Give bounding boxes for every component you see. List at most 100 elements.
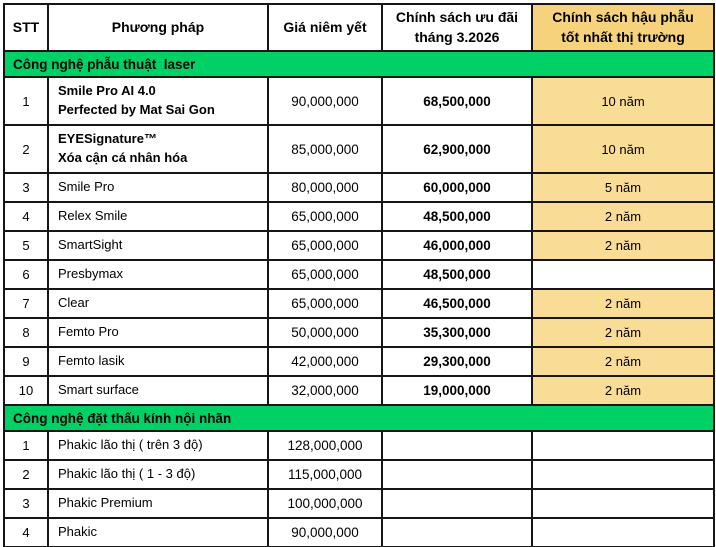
stt-cell: 9 (3, 346, 49, 377)
method-cell: Phakic lão thị ( trên 3 độ) (47, 430, 269, 461)
method-line: EYESignature™ (58, 131, 157, 147)
method-line: Femto lasik (58, 353, 125, 369)
table-row: 3 Phakic Premium 100,000,000 (3, 488, 715, 519)
method-cell: Femto lasik (47, 346, 269, 377)
warranty-cell: 2 năm (531, 230, 715, 261)
method-cell: Smile Pro (47, 172, 269, 203)
method-line: Phakic (58, 524, 98, 540)
stt-cell: 4 (3, 201, 49, 232)
stt-cell: 4 (3, 517, 49, 547)
method-line: Clear (58, 295, 90, 311)
method-line: Phakic lão thị ( trên 3 độ) (58, 437, 203, 453)
method-line: Smile Pro AI 4.0 (58, 83, 156, 99)
table-row: 1 Phakic lão thị ( trên 3 độ) 128,000,000 (3, 430, 715, 461)
list-price-cell: 32,000,000 (267, 375, 383, 406)
method-line: Perfected by Mat Sai Gon (58, 102, 215, 117)
table-row: 4 Phakic 90,000,000 (3, 517, 715, 547)
table-row: 4 Relex Smile 65,000,000 48,500,000 2 năm (3, 201, 715, 232)
stt-cell: 7 (3, 288, 49, 319)
warranty-cell: 10 năm (531, 124, 715, 174)
col-header-stt: STT (3, 3, 49, 52)
col-header-promo: Chính sách ưu đãi tháng 3.2026 (381, 3, 533, 52)
stt-cell: 10 (3, 375, 49, 406)
table-row: 1 Smile Pro AI 4.0 Perfected by Mat Sai Go… (3, 76, 715, 126)
method-cell: EYESignature™ Xóa cận cá nhân hóa (47, 124, 269, 174)
stt-cell: 2 (3, 459, 49, 490)
promo-price-cell (381, 488, 533, 519)
stt-cell: 8 (3, 317, 49, 348)
stt-cell: 3 (3, 488, 49, 519)
promo-price-cell: 29,300,000 (381, 346, 533, 377)
warranty-cell: 5 năm (531, 172, 715, 203)
section-header-row: Công nghệ phẫu thuật laser (3, 50, 715, 78)
list-price-cell: 42,000,000 (267, 346, 383, 377)
table-row: 8 Femto Pro 50,000,000 35,300,000 2 năm (3, 317, 715, 348)
list-price-cell: 90,000,000 (267, 517, 383, 547)
stt-cell: 3 (3, 172, 49, 203)
promo-price-cell: 35,300,000 (381, 317, 533, 348)
list-price-cell: 65,000,000 (267, 259, 383, 290)
method-cell: Phakic Premium (47, 488, 269, 519)
promo-price-cell: 19,000,000 (381, 375, 533, 406)
warranty-cell: 2 năm (531, 375, 715, 406)
promo-price-cell: 62,900,000 (381, 124, 533, 174)
table-row: 3 Smile Pro 80,000,000 60,000,000 5 năm (3, 172, 715, 203)
method-line: Femto Pro (58, 324, 119, 340)
warranty-cell (531, 488, 715, 519)
promo-price-cell (381, 430, 533, 461)
method-line: Phakic lão thị ( 1 - 3 độ) (58, 466, 196, 482)
stt-cell: 1 (3, 430, 49, 461)
stt-cell: 1 (3, 76, 49, 126)
warranty-cell: 2 năm (531, 346, 715, 377)
method-cell: Relex Smile (47, 201, 269, 232)
stt-cell: 5 (3, 230, 49, 261)
table-row: 2 Phakic lão thị ( 1 - 3 độ) 115,000,000 (3, 459, 715, 490)
promo-price-cell: 46,500,000 (381, 288, 533, 319)
header-row: STT Phương pháp Giá niêm yết Chính sách … (3, 3, 715, 52)
col-header-method: Phương pháp (47, 3, 269, 52)
warranty-cell: 2 năm (531, 317, 715, 348)
method-cell: Phakic lão thị ( 1 - 3 độ) (47, 459, 269, 490)
promo-price-cell (381, 517, 533, 547)
method-line: Presbymax (58, 266, 124, 282)
list-price-cell: 100,000,000 (267, 488, 383, 519)
section-title: Công nghệ phẫu thuật laser (3, 50, 715, 78)
list-price-cell: 85,000,000 (267, 124, 383, 174)
warranty-cell (531, 459, 715, 490)
warranty-cell (531, 259, 715, 290)
table-row: 7 Clear 65,000,000 46,500,000 2 năm (3, 288, 715, 319)
method-cell: Clear (47, 288, 269, 319)
table-row: 5 SmartSight 65,000,000 46,000,000 2 năm (3, 230, 715, 261)
method-cell: Smart surface (47, 375, 269, 406)
list-price-cell: 65,000,000 (267, 201, 383, 232)
stt-cell: 6 (3, 259, 49, 290)
promo-price-cell: 48,500,000 (381, 201, 533, 232)
table-row: 2 EYESignature™ Xóa cận cá nhân hóa 85,000,… (3, 124, 715, 174)
method-line: SmartSight (58, 237, 123, 253)
section-title: Công nghệ đặt thấu kính nội nhãn (3, 404, 715, 432)
table-row: 10 Smart surface 32,000,000 19,000,000 2 năm (3, 375, 715, 406)
promo-price-cell: 48,500,000 (381, 259, 533, 290)
warranty-cell (531, 430, 715, 461)
promo-price-cell: 46,000,000 (381, 230, 533, 261)
method-cell: Phakic (47, 517, 269, 547)
method-line: Smart surface (58, 382, 139, 398)
stt-cell: 2 (3, 124, 49, 174)
col-header-list-price: Giá niêm yết (267, 3, 383, 52)
list-price-cell: 50,000,000 (267, 317, 383, 348)
list-price-cell: 65,000,000 (267, 230, 383, 261)
method-cell: Smile Pro AI 4.0 Perfected by Mat Sai Gon (47, 76, 269, 126)
list-price-cell: 65,000,000 (267, 288, 383, 319)
promo-price-cell: 60,000,000 (381, 172, 533, 203)
method-cell: Femto Pro (47, 317, 269, 348)
list-price-cell: 128,000,000 (267, 430, 383, 461)
promo-price-cell (381, 459, 533, 490)
warranty-cell: 2 năm (531, 288, 715, 319)
list-price-cell: 80,000,000 (267, 172, 383, 203)
warranty-cell: 2 năm (531, 201, 715, 232)
list-price-cell: 90,000,000 (267, 76, 383, 126)
col-header-warranty: Chính sách hậu phẫu tốt nhất thị trường (531, 3, 715, 52)
promo-price-cell: 68,500,000 (381, 76, 533, 126)
